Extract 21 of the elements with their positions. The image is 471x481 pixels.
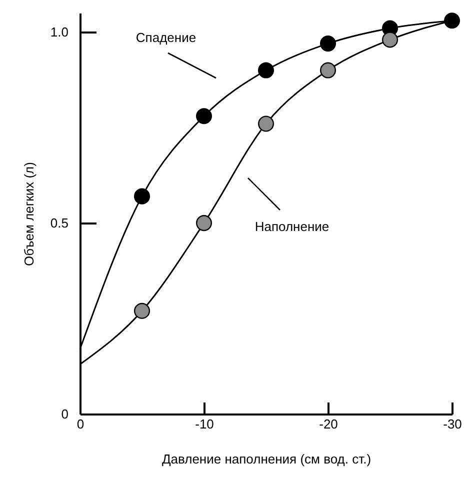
- point: [134, 302, 150, 319]
- point: [320, 36, 336, 52]
- point: [134, 188, 150, 204]
- x-tick-label: -10: [195, 416, 214, 432]
- x-tick-label: -20: [319, 416, 338, 432]
- point: [320, 62, 336, 78]
- annotation: Наполнение: [254, 219, 330, 234]
- point: [258, 62, 274, 78]
- point: [196, 215, 212, 232]
- y-tick-label: 0.5: [50, 216, 68, 231]
- x-tick-label: 0: [76, 416, 84, 432]
- point: [196, 108, 212, 124]
- point: [382, 32, 398, 48]
- point: [444, 12, 460, 29]
- y-axis-title: Объем легких (л): [21, 162, 36, 266]
- x-tick-label: -30: [443, 416, 462, 432]
- y-tick-label: 1.0: [50, 24, 68, 40]
- x-axis-title: Давление наполнения (см вод. ст.): [162, 452, 372, 466]
- y-tick-label: 0: [61, 406, 68, 422]
- point: [258, 116, 274, 132]
- annotation: Спадение: [136, 30, 196, 45]
